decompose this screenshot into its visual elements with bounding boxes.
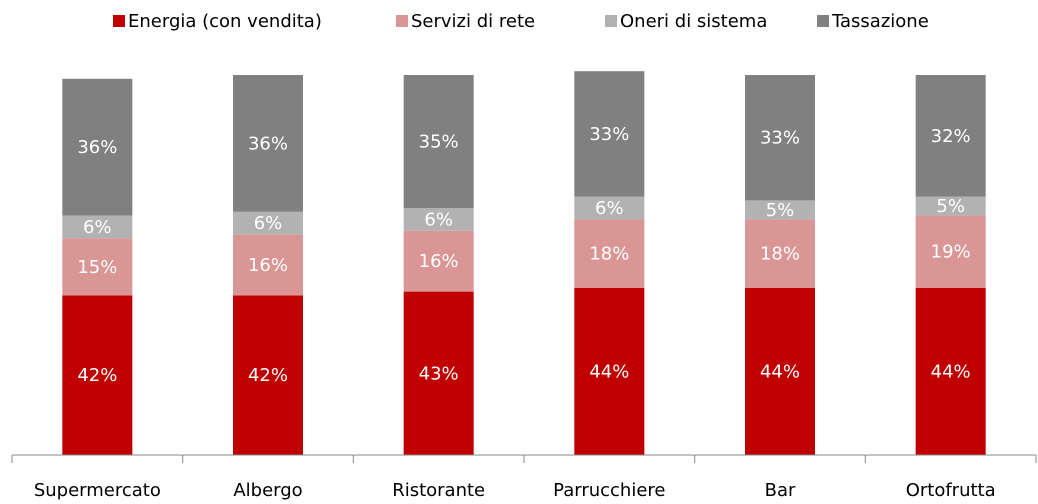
x-tick-label: Parrucchiere bbox=[553, 480, 665, 501]
bar-segment bbox=[233, 234, 303, 296]
bar-segment bbox=[403, 75, 474, 208]
x-tick-label: Supermercato bbox=[34, 480, 161, 501]
bar-segment bbox=[403, 230, 474, 292]
data-label: 19% bbox=[931, 242, 971, 263]
data-label: 42% bbox=[77, 365, 117, 386]
data-label: 36% bbox=[248, 133, 288, 154]
x-tick-label: Ortofrutta bbox=[906, 480, 996, 501]
bar-segment bbox=[574, 71, 645, 197]
data-label: 6% bbox=[254, 213, 283, 234]
data-label: 44% bbox=[760, 361, 800, 382]
legend-swatch bbox=[396, 15, 408, 27]
bar-segment bbox=[62, 295, 133, 455]
legend-label: Oneri di sistema bbox=[620, 11, 767, 32]
data-label: 33% bbox=[589, 124, 629, 145]
data-label: 15% bbox=[77, 257, 117, 278]
data-label: 16% bbox=[248, 255, 288, 276]
bar-segment bbox=[62, 215, 133, 239]
x-tick-label: Albergo bbox=[233, 480, 302, 501]
bar-segment bbox=[745, 287, 815, 455]
bar-segment bbox=[915, 196, 986, 216]
bar-segment bbox=[745, 200, 815, 220]
data-label: 43% bbox=[419, 363, 459, 384]
bar-segment bbox=[574, 287, 645, 455]
legend-label: Tassazione bbox=[831, 11, 929, 32]
bar-segment bbox=[915, 75, 986, 197]
data-label: 6% bbox=[424, 209, 453, 230]
legend-label: Energia (con vendita) bbox=[128, 11, 322, 32]
data-label: 18% bbox=[589, 244, 629, 265]
bar-segment bbox=[574, 219, 645, 288]
legend-swatch bbox=[113, 15, 125, 27]
legend-swatch bbox=[817, 15, 829, 27]
data-label: 33% bbox=[760, 128, 800, 149]
bar-segment bbox=[574, 196, 645, 220]
bar-segment bbox=[403, 208, 474, 231]
legend-label: Servizi di rete bbox=[411, 11, 535, 32]
bar-segment bbox=[233, 211, 303, 235]
data-label: 42% bbox=[248, 365, 288, 386]
bar-segment bbox=[233, 75, 303, 212]
data-label: 6% bbox=[83, 217, 112, 238]
data-label: 6% bbox=[595, 198, 624, 219]
bar-segment bbox=[233, 295, 303, 455]
legend-swatch bbox=[605, 15, 617, 27]
bar-segment bbox=[745, 75, 815, 201]
data-label: 44% bbox=[931, 361, 971, 382]
data-label: 35% bbox=[419, 132, 459, 153]
bar-segment bbox=[915, 287, 986, 455]
bar-segment bbox=[745, 219, 815, 288]
bar-segment bbox=[403, 291, 474, 455]
data-label: 44% bbox=[589, 361, 629, 382]
data-label: 18% bbox=[760, 244, 800, 265]
data-label: 36% bbox=[77, 137, 117, 158]
bar-segment bbox=[62, 78, 133, 216]
x-tick-label: Bar bbox=[765, 480, 796, 501]
data-label: 16% bbox=[419, 251, 459, 272]
bar-segment bbox=[915, 215, 986, 288]
x-tick-label: Ristorante bbox=[392, 480, 485, 501]
data-label: 5% bbox=[766, 200, 795, 221]
data-label: 32% bbox=[931, 126, 971, 147]
data-label: 5% bbox=[936, 196, 965, 217]
bar-segment bbox=[62, 238, 133, 296]
